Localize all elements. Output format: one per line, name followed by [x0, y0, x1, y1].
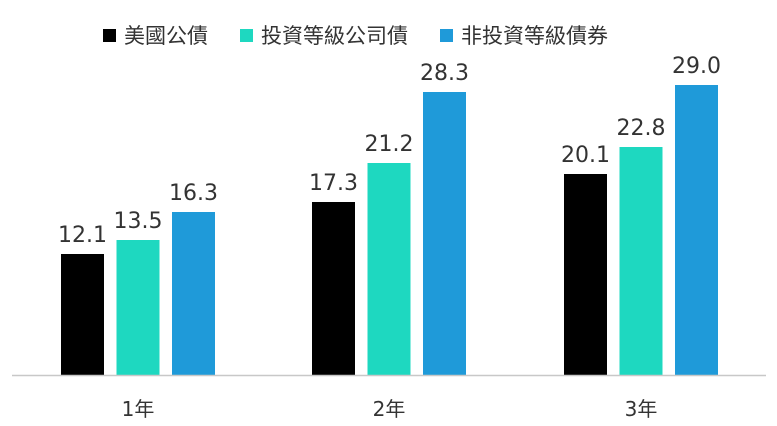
legend-label-investment-grade: 投資等級公司債	[261, 24, 408, 48]
data-label-0-2: 16.3	[169, 181, 218, 206]
data-label-0-0: 12.1	[58, 223, 107, 248]
data-label-2-0: 20.1	[561, 143, 610, 168]
x-tick-label-0: 1年	[122, 397, 155, 421]
data-label-1-1: 21.2	[365, 132, 414, 157]
data-label-1-0: 17.3	[309, 171, 358, 196]
bar-2-1	[619, 147, 663, 375]
data-label-1-2: 28.3	[420, 61, 469, 86]
data-label-2-2: 29.0	[672, 54, 721, 79]
data-label-0-1: 13.5	[114, 209, 163, 234]
legend-swatch-high-yield	[440, 28, 453, 42]
legend-item-treasury: 美國公債	[103, 20, 208, 50]
bar-1-2	[423, 92, 466, 375]
data-label-2-1: 22.8	[617, 116, 666, 141]
legend: 美國公債 投資等級公司債 非投資等級債券	[103, 20, 608, 50]
bar-2-0	[564, 174, 607, 375]
legend-label-treasury: 美國公債	[124, 24, 208, 48]
legend-swatch-treasury	[103, 28, 116, 42]
x-tick-label-1: 2年	[373, 397, 406, 421]
legend-swatch-investment-grade	[240, 28, 253, 42]
legend-label-high-yield: 非投資等級債券	[461, 24, 608, 48]
x-tick-label-2: 3年	[625, 397, 658, 421]
bar-1-0	[312, 202, 355, 375]
bar-0-0	[61, 254, 104, 375]
bar-0-1	[116, 240, 160, 375]
legend-item-high-yield: 非投資等級債券	[440, 20, 608, 50]
legend-item-investment-grade: 投資等級公司債	[240, 20, 408, 50]
bar-0-2	[172, 212, 215, 375]
bar-1-1	[367, 163, 411, 375]
bar-2-2	[675, 85, 718, 375]
